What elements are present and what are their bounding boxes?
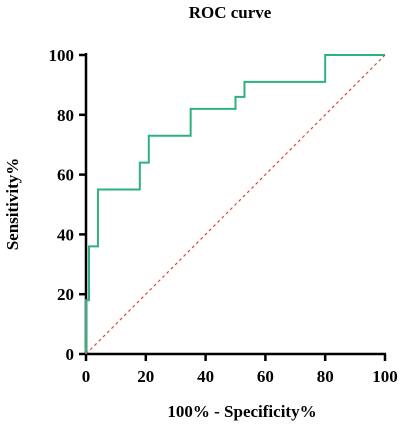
x-axis-label: 100% - Specificity%: [167, 402, 316, 421]
ticks: 0 20 40 60 80 100 0 20 40 60 80 100: [49, 46, 398, 386]
x-tick-label: 0: [82, 367, 91, 386]
y-tick-label: 40: [57, 225, 74, 244]
reference-diagonal-line: [85, 54, 386, 355]
x-tick-label: 80: [317, 367, 334, 386]
roc-curve-line: [85, 54, 385, 354]
series-layer: [85, 54, 386, 355]
x-tick-label: 40: [197, 367, 214, 386]
y-axis-label: Sensitivity%: [3, 158, 22, 251]
y-tick-label: 100: [49, 46, 75, 65]
y-tick-label: 60: [57, 166, 74, 185]
y-tick-label: 0: [66, 345, 75, 364]
x-tick-label: 100: [372, 367, 398, 386]
x-tick-label: 20: [137, 367, 154, 386]
chart-title: ROC curve: [189, 3, 272, 22]
x-tick-label: 60: [257, 367, 274, 386]
y-tick-label: 20: [57, 285, 74, 304]
y-tick-label: 80: [57, 106, 74, 125]
